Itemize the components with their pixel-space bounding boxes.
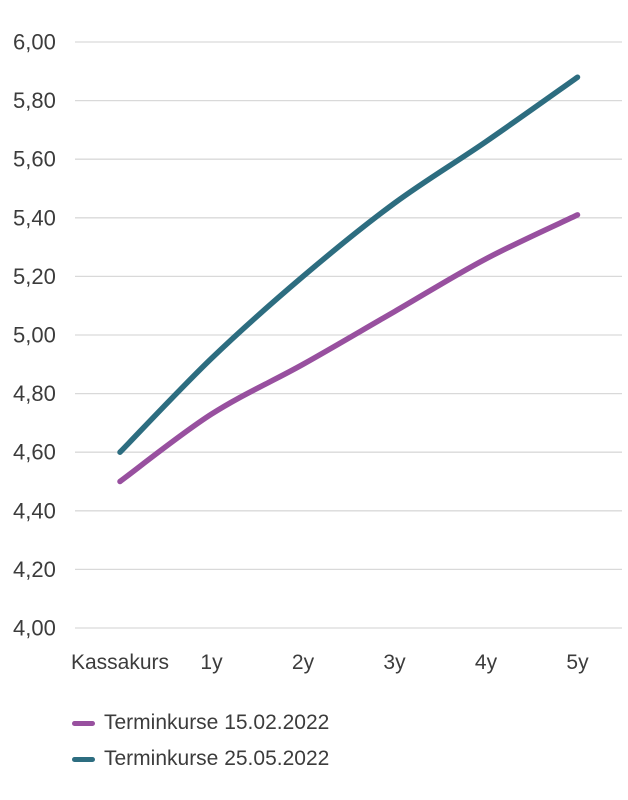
series-line-terminkurse-25-05-2022 [117, 74, 581, 455]
x-axis-tick-label: Kassakurs [71, 651, 169, 674]
x-axis-tick-label: 2y [292, 651, 315, 674]
x-axis-tick-label: 5y [566, 651, 589, 674]
series-line-terminkurse-15-02-2022 [117, 212, 581, 485]
legend-marker-teal-icon [72, 756, 95, 762]
y-axis-tick-label: 5,20 [13, 264, 56, 289]
y-axis-tick-label: 5,60 [13, 147, 56, 172]
legend-label-terminkurse-25-05-2022: Terminkurse 25.05.2022 [104, 747, 330, 770]
chart-legend: Terminkurse 15.02.2022 Terminkurse 25.05… [72, 711, 329, 771]
y-axis-tick-label: 5,40 [13, 205, 56, 230]
y-axis-tick-label: 4,00 [13, 616, 56, 641]
x-axis-tick-label: 3y [383, 651, 406, 674]
y-axis-tick-label: 6,00 [13, 30, 56, 55]
y-axis-tick-label: 4,20 [13, 557, 56, 582]
legend-item-terminkurse-25-05-2022: Terminkurse 25.05.2022 [72, 747, 329, 771]
y-axis-tick-label: 4,60 [13, 440, 56, 465]
x-axis-tick-label: 1y [200, 651, 223, 674]
y-axis-tick-label: 5,80 [13, 88, 56, 113]
legend-marker-purple-icon [72, 720, 95, 726]
legend-label-terminkurse-15-02-2022: Terminkurse 15.02.2022 [104, 711, 330, 734]
y-axis-tick-label: 4,80 [13, 381, 56, 406]
legend-item-terminkurse-15-02-2022: Terminkurse 15.02.2022 [72, 711, 329, 735]
x-axis-tick-label: 4y [475, 651, 498, 674]
y-axis-tick-label: 5,00 [13, 323, 56, 348]
y-axis-tick-label: 4,40 [13, 498, 56, 523]
